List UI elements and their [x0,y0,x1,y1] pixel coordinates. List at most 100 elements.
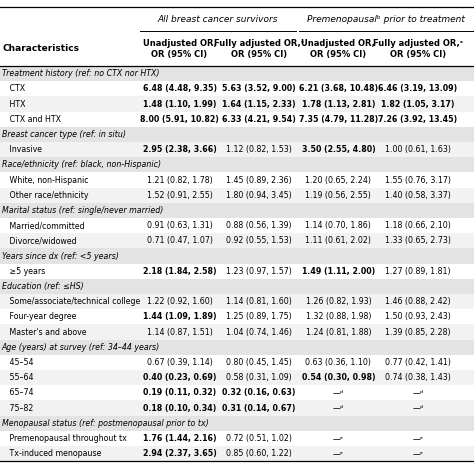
Text: 3.50 (2.55, 4.80): 3.50 (2.55, 4.80) [301,145,375,154]
Text: 1.14 (0.87, 1.51): 1.14 (0.87, 1.51) [146,327,212,337]
Text: 7.26 (3.92, 13.45): 7.26 (3.92, 13.45) [378,115,457,124]
Text: —ᵈ: —ᵈ [412,388,423,398]
Text: 0.18 (0.10, 0.34): 0.18 (0.10, 0.34) [143,404,216,412]
Text: 0.67 (0.39, 1.14): 0.67 (0.39, 1.14) [146,358,212,367]
Text: Tx-induced menopause: Tx-induced menopause [2,449,101,458]
Text: 1.45 (0.89, 2.36): 1.45 (0.89, 2.36) [226,176,292,185]
Text: Divorce/widowed: Divorce/widowed [2,236,76,246]
Text: Fully adjusted OR,ᶜ
OR (95% CI): Fully adjusted OR,ᶜ OR (95% CI) [373,39,463,59]
Bar [0,400,474,416]
Text: 0.85 (0.60, 1.22): 0.85 (0.60, 1.22) [226,449,292,458]
Text: 0.63 (0.36, 1.10): 0.63 (0.36, 1.10) [305,358,371,367]
Text: 65–74: 65–74 [2,388,33,398]
Text: 1.14 (0.81, 1.60): 1.14 (0.81, 1.60) [226,297,292,306]
Text: Education (ref: ≤HS): Education (ref: ≤HS) [2,282,83,291]
Text: 7.35 (4.79, 11.28): 7.35 (4.79, 11.28) [299,115,378,124]
Text: 2.94 (2.37, 3.65): 2.94 (2.37, 3.65) [143,449,217,458]
Text: 5.63 (3.52, 9.00): 5.63 (3.52, 9.00) [222,84,296,93]
Bar [0,66,474,81]
Text: 1.32 (0.88, 1.98): 1.32 (0.88, 1.98) [306,312,371,321]
Text: Years since dx (ref: <5 years): Years since dx (ref: <5 years) [2,252,119,260]
Text: White, non-Hispanic: White, non-Hispanic [2,176,88,185]
Text: 1.27 (0.89, 1.81): 1.27 (0.89, 1.81) [385,267,450,276]
Text: 2.18 (1.84, 2.58): 2.18 (1.84, 2.58) [143,267,216,276]
Text: 0.88 (0.56, 1.39): 0.88 (0.56, 1.39) [226,221,292,230]
Text: 6.46 (3.19, 13.09): 6.46 (3.19, 13.09) [378,84,457,93]
Text: 1.33 (0.65, 2.73): 1.33 (0.65, 2.73) [385,236,451,246]
Text: 1.12 (0.82, 1.53): 1.12 (0.82, 1.53) [226,145,292,154]
Text: Breast cancer type (ref: in situ): Breast cancer type (ref: in situ) [2,130,126,139]
Text: 45–54: 45–54 [2,358,33,367]
Text: 1.80 (0.94, 3.45): 1.80 (0.94, 3.45) [226,191,292,200]
Bar [0,325,474,339]
Text: 1.52 (0.91, 2.55): 1.52 (0.91, 2.55) [146,191,212,200]
Text: 1.11 (0.61, 2.02): 1.11 (0.61, 2.02) [305,236,371,246]
Bar [0,112,474,127]
Bar [0,157,474,173]
Bar [0,188,474,203]
Text: ≥5 years: ≥5 years [2,267,45,276]
Text: Invasive: Invasive [2,145,42,154]
Bar [0,96,474,112]
Bar [0,294,474,309]
Text: 0.32 (0.16, 0.63): 0.32 (0.16, 0.63) [222,388,296,398]
Bar [0,218,474,233]
Text: —ᵉ: —ᵉ [333,449,344,458]
Bar [0,431,474,446]
Text: 1.25 (0.89, 1.75): 1.25 (0.89, 1.75) [226,312,292,321]
Text: Characteristics: Characteristics [2,44,79,53]
Text: Premenopausal throughout tx: Premenopausal throughout tx [2,434,127,443]
Text: 1.44 (1.09, 1.89): 1.44 (1.09, 1.89) [143,312,216,321]
Text: 0.54 (0.30, 0.98): 0.54 (0.30, 0.98) [301,373,375,382]
Bar [0,173,474,188]
Text: 1.82 (1.05, 3.17): 1.82 (1.05, 3.17) [381,100,455,108]
Text: Unadjusted OR,
OR (95% CI): Unadjusted OR, OR (95% CI) [143,39,217,59]
Bar [0,248,474,264]
Text: Some/associate/technical college: Some/associate/technical college [2,297,140,306]
Text: CTX and HTX: CTX and HTX [2,115,61,124]
Text: 1.23 (0.97, 1.57): 1.23 (0.97, 1.57) [226,267,292,276]
Text: Master's and above: Master's and above [2,327,86,337]
Bar [0,446,474,461]
Text: 1.26 (0.82, 1.93): 1.26 (0.82, 1.93) [306,297,371,306]
Bar [0,339,474,355]
Text: 0.74 (0.38, 1.43): 0.74 (0.38, 1.43) [385,373,451,382]
Text: —ᵈ: —ᵈ [333,388,344,398]
Bar [0,142,474,157]
Text: 1.64 (1.15, 2.33): 1.64 (1.15, 2.33) [222,100,296,108]
Text: Premenopausalᵇ prior to treatment: Premenopausalᵇ prior to treatment [307,14,465,24]
Text: 1.48 (1.10, 1.99): 1.48 (1.10, 1.99) [143,100,216,108]
Text: 1.00 (0.61, 1.63): 1.00 (0.61, 1.63) [385,145,451,154]
Text: Unadjusted OR,
OR (95% CI): Unadjusted OR, OR (95% CI) [301,39,375,59]
Bar [0,127,474,142]
Text: 1.20 (0.65, 2.24): 1.20 (0.65, 2.24) [305,176,371,185]
Bar [0,81,474,96]
Bar [0,279,474,294]
Bar [0,233,474,248]
Text: 1.46 (0.88, 2.42): 1.46 (0.88, 2.42) [385,297,450,306]
Text: Menopausal status (ref: postmenopausal prior to tx): Menopausal status (ref: postmenopausal p… [2,419,209,428]
Text: 1.78 (1.13, 2.81): 1.78 (1.13, 2.81) [301,100,375,108]
Text: 1.18 (0.66, 2.10): 1.18 (0.66, 2.10) [385,221,451,230]
Text: 1.39 (0.85, 2.28): 1.39 (0.85, 2.28) [385,327,450,337]
Bar [0,355,474,370]
Text: Marital status (ref: single/never married): Marital status (ref: single/never marrie… [2,206,163,215]
Text: 1.21 (0.82, 1.78): 1.21 (0.82, 1.78) [147,176,212,185]
Bar [0,416,474,431]
Text: 6.48 (4.48, 9.35): 6.48 (4.48, 9.35) [143,84,217,93]
Text: All breast cancer survivors: All breast cancer survivors [158,14,278,24]
Text: —ᵉ: —ᵉ [412,434,423,443]
Text: Treatment history (ref: no CTX nor HTX): Treatment history (ref: no CTX nor HTX) [2,69,159,78]
Bar [0,264,474,279]
Text: 1.22 (0.92, 1.60): 1.22 (0.92, 1.60) [146,297,212,306]
Text: 0.58 (0.31, 1.09): 0.58 (0.31, 1.09) [226,373,292,382]
Text: 0.92 (0.55, 1.53): 0.92 (0.55, 1.53) [226,236,292,246]
Bar [0,370,474,385]
Text: 1.24 (0.81, 1.88): 1.24 (0.81, 1.88) [306,327,371,337]
Text: 6.33 (4.21, 9.54): 6.33 (4.21, 9.54) [222,115,296,124]
Text: 75–82: 75–82 [2,404,33,412]
Text: 1.04 (0.74, 1.46): 1.04 (0.74, 1.46) [226,327,292,337]
Text: 1.49 (1.11, 2.00): 1.49 (1.11, 2.00) [302,267,375,276]
Text: —ᵉ: —ᵉ [333,434,344,443]
Bar [0,309,474,325]
